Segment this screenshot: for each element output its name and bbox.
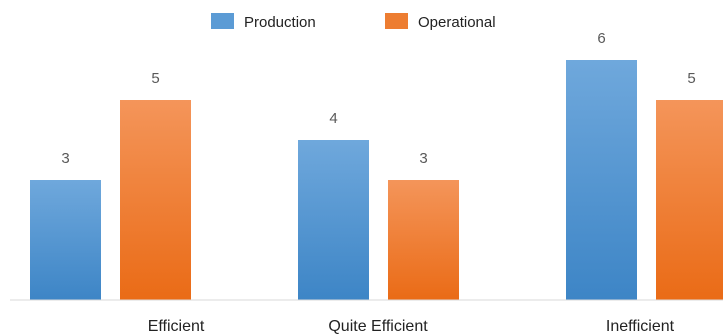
data-label-production-efficient: 3 (61, 150, 69, 167)
bars (30, 60, 723, 300)
category-label-efficient: Efficient (148, 318, 205, 335)
data-label-operational-inefficient: 5 (687, 70, 695, 87)
legend: Production Operational (211, 13, 496, 31)
data-label-production-inefficient: 6 (597, 30, 605, 47)
bar-operational-efficient (120, 100, 191, 300)
data-label-operational-efficient: 5 (151, 70, 159, 87)
legend-swatch-operational (385, 13, 408, 29)
legend-swatch-production (211, 13, 234, 29)
bar-production-quite-efficient (298, 140, 369, 300)
legend-label-production: Production (244, 14, 316, 31)
category-label-inefficient: Inefficient (606, 318, 675, 335)
data-label-production-quite-efficient: 4 (329, 110, 337, 127)
legend-label-operational: Operational (418, 14, 496, 31)
bar-operational-quite-efficient (388, 180, 459, 300)
data-labels: 3 5 4 3 6 5 (61, 30, 695, 167)
bar-operational-inefficient (656, 100, 723, 300)
category-label-quite-efficient: Quite Efficient (328, 318, 428, 335)
data-label-operational-quite-efficient: 3 (419, 150, 427, 167)
bar-production-inefficient (566, 60, 637, 300)
bar-production-efficient (30, 180, 101, 300)
category-labels: Efficient Quite Efficient Inefficient (148, 318, 675, 335)
